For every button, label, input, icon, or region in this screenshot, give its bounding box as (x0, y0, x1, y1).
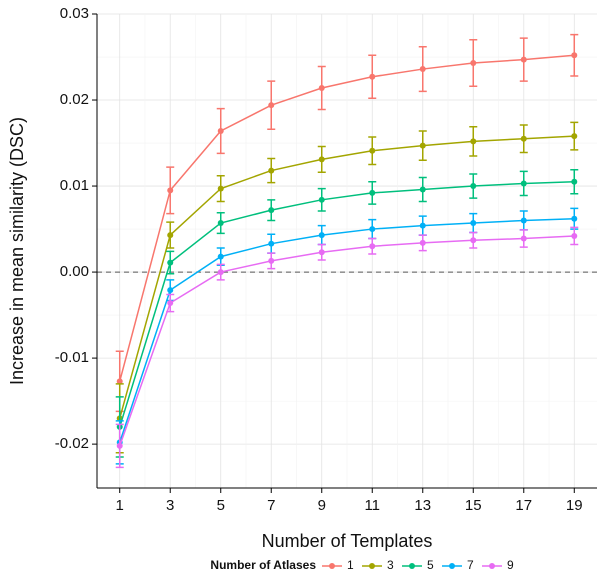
point (217, 220, 224, 227)
point (520, 235, 527, 242)
point (167, 259, 174, 266)
point (167, 287, 174, 294)
x-tick-label: 5 (217, 497, 225, 514)
point (470, 237, 477, 244)
point (520, 180, 527, 187)
point (116, 378, 123, 385)
x-tick-label: 15 (465, 497, 482, 514)
point (217, 269, 224, 276)
x-axis-title: Number of Templates (262, 531, 433, 551)
point (369, 226, 376, 233)
legend-key (329, 563, 335, 569)
point (571, 133, 578, 140)
point (369, 189, 376, 196)
y-tick-label: 0.02 (60, 91, 89, 108)
point (470, 138, 477, 145)
point (419, 66, 426, 73)
point (520, 56, 527, 63)
y-tick-label: 0.00 (60, 263, 89, 280)
point (470, 220, 477, 227)
point (268, 240, 275, 247)
legend-label: 1 (347, 558, 354, 572)
x-tick-label: 11 (364, 497, 380, 514)
point (369, 147, 376, 154)
series-line (119, 217, 575, 443)
point (167, 300, 174, 307)
point (520, 217, 527, 224)
series-line (119, 54, 575, 382)
y-axis-title: Increase in mean similarity (DSC) (7, 117, 27, 385)
y-tick-label: 0.01 (60, 177, 89, 194)
point (571, 232, 578, 239)
x-tick-label: 3 (166, 497, 174, 514)
point (318, 232, 325, 239)
point (470, 60, 477, 67)
y-tick-label: -0.02 (55, 435, 89, 452)
point (520, 135, 527, 142)
point (318, 196, 325, 203)
point (268, 207, 275, 214)
series-line (119, 181, 575, 428)
series-line (119, 135, 575, 419)
legend-label: 5 (427, 558, 434, 572)
legend-title: Number of Atlases (210, 558, 316, 572)
legend-key (449, 563, 455, 569)
point (419, 186, 426, 193)
x-tick-label: 13 (414, 497, 431, 514)
point (116, 442, 123, 449)
point (268, 167, 275, 174)
point (217, 253, 224, 260)
x-tick-label: 1 (116, 497, 124, 514)
legend-key (409, 563, 415, 569)
point (419, 222, 426, 229)
point (318, 249, 325, 256)
legend-key (369, 563, 375, 569)
y-tick-label: -0.01 (55, 349, 89, 366)
point (571, 178, 578, 185)
point (419, 142, 426, 149)
point (369, 243, 376, 250)
legend-key (489, 563, 495, 569)
y-tick-label: 0.03 (60, 5, 89, 22)
x-tick-label: 19 (566, 497, 583, 514)
point (318, 84, 325, 91)
point (571, 52, 578, 59)
point (268, 257, 275, 264)
point (419, 239, 426, 246)
point (268, 102, 275, 109)
x-tick-label: 7 (267, 497, 275, 514)
point (217, 185, 224, 192)
point (470, 183, 477, 190)
point (167, 187, 174, 194)
legend-label: 9 (507, 558, 514, 572)
point (217, 127, 224, 134)
legend-label: 3 (387, 558, 394, 572)
point (571, 215, 578, 222)
x-tick-label: 17 (515, 497, 532, 514)
point (369, 73, 376, 80)
legend-label: 7 (467, 558, 474, 572)
series-line (119, 235, 575, 447)
point (318, 156, 325, 163)
point (167, 232, 174, 239)
x-tick-label: 9 (318, 497, 326, 514)
